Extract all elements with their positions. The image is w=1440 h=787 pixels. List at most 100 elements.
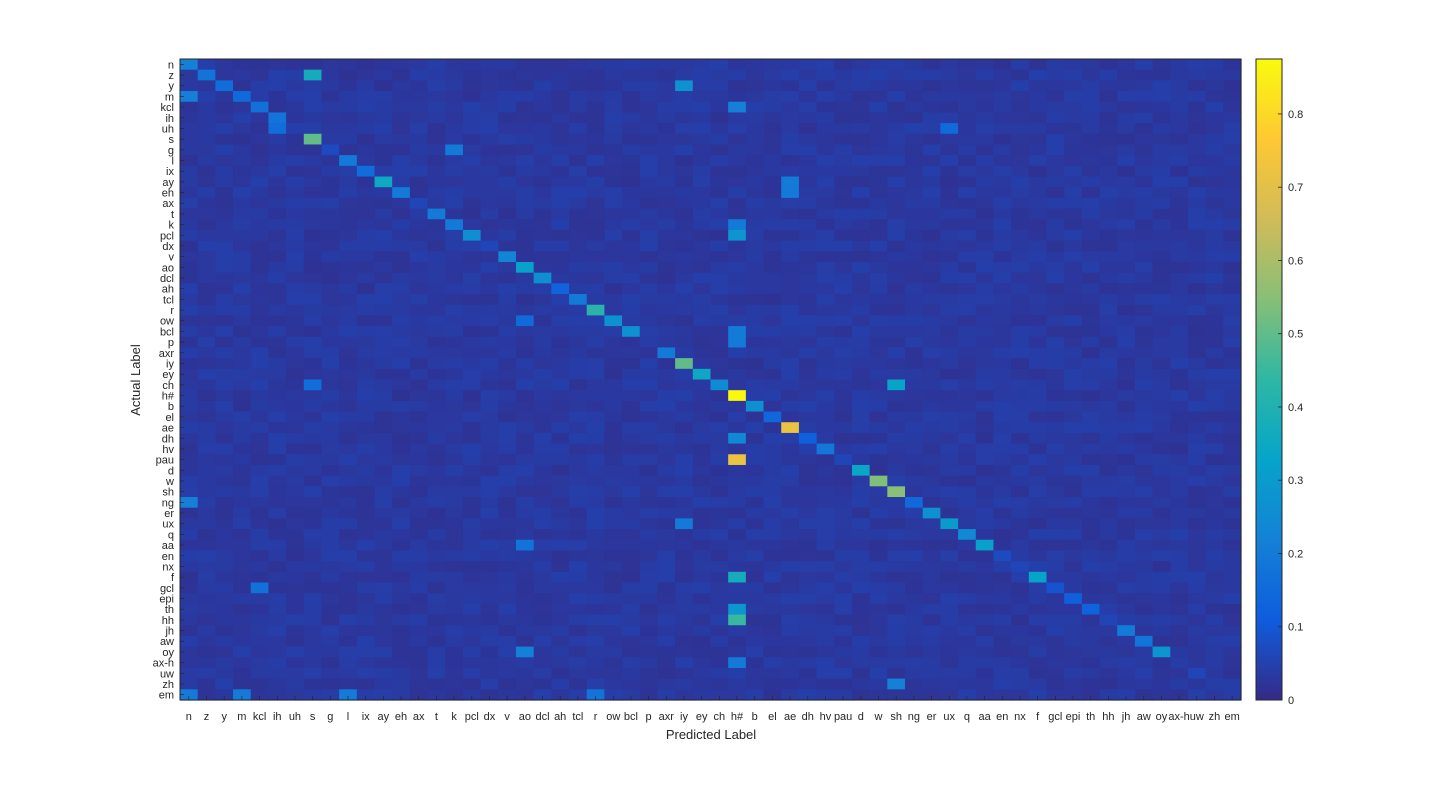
heatmap-cell	[321, 59, 340, 71]
heatmap-cell	[480, 59, 499, 71]
heatmap-cell	[798, 229, 818, 242]
heatmap-cell	[1170, 550, 1189, 562]
heatmap-cell	[356, 326, 376, 338]
heatmap-cell	[922, 390, 941, 402]
heatmap-cell	[1187, 133, 1207, 146]
heatmap-cell	[905, 197, 924, 210]
heatmap-cell	[905, 561, 924, 573]
heatmap-cell	[1187, 69, 1207, 81]
heatmap-cell	[816, 486, 835, 498]
heatmap-cell	[745, 518, 765, 530]
heatmap-cell	[215, 197, 234, 210]
heatmap-cell	[993, 315, 1012, 327]
heatmap-cell	[657, 411, 676, 423]
heatmap-cell	[887, 229, 906, 242]
heatmap-cell	[551, 101, 570, 114]
heatmap-cell	[657, 582, 676, 594]
heatmap-cell	[427, 219, 446, 231]
heatmap-cell	[834, 411, 853, 423]
heatmap-cell	[250, 454, 270, 466]
heatmap-cell	[1223, 475, 1242, 487]
heatmap-cell	[1152, 464, 1171, 477]
heatmap-cell	[692, 368, 712, 381]
heatmap-cell	[1028, 422, 1048, 434]
heatmap-cell	[250, 144, 270, 156]
heatmap-cell	[604, 379, 623, 391]
heatmap-cell	[480, 112, 499, 124]
heatmap-cell	[604, 123, 623, 135]
heatmap-cell	[445, 112, 464, 124]
y-tick-label: aw	[160, 636, 174, 648]
heatmap-cell	[1011, 123, 1030, 135]
heatmap-cell	[905, 261, 924, 274]
heatmap-cell	[268, 432, 287, 445]
heatmap-cell	[675, 667, 694, 680]
heatmap-cell	[180, 550, 199, 562]
heatmap-cell	[339, 379, 358, 391]
heatmap-cell	[798, 550, 818, 562]
heatmap-cell	[639, 251, 659, 263]
heatmap-cell	[1028, 646, 1048, 658]
heatmap-cell	[816, 326, 835, 338]
heatmap-cell	[462, 635, 482, 648]
heatmap-cell	[622, 165, 641, 178]
heatmap-cell	[975, 208, 995, 220]
heatmap-cell	[250, 315, 270, 327]
heatmap-cell	[1223, 464, 1242, 477]
heatmap-cell	[834, 294, 853, 306]
heatmap-cell	[1064, 368, 1083, 381]
heatmap-cell	[586, 304, 605, 316]
heatmap-cell	[1081, 614, 1101, 626]
heatmap-cell	[462, 368, 482, 381]
heatmap-cell	[1152, 176, 1171, 188]
heatmap-cell	[869, 411, 888, 423]
heatmap-cell	[710, 497, 729, 509]
heatmap-cell	[781, 112, 800, 124]
heatmap-cell	[392, 315, 411, 327]
heatmap-cell	[392, 304, 411, 316]
heatmap-cell	[286, 123, 305, 135]
heatmap-cell	[374, 486, 393, 498]
x-tick-label: m	[237, 711, 246, 723]
heatmap-cell	[798, 507, 818, 519]
heatmap-cell	[445, 283, 464, 295]
heatmap-cell	[515, 69, 535, 81]
heatmap-cell	[728, 197, 747, 210]
heatmap-cell	[569, 261, 588, 274]
heatmap-cell	[1152, 80, 1171, 92]
heatmap-cell	[657, 155, 676, 167]
x-tick-label: ih	[273, 711, 282, 723]
heatmap-cell	[233, 464, 252, 477]
heatmap-cell	[958, 411, 977, 423]
heatmap-cell	[657, 133, 676, 146]
heatmap-cell	[1064, 208, 1083, 220]
heatmap-cell	[303, 219, 323, 231]
heatmap-cell	[745, 144, 765, 156]
heatmap-cell	[409, 283, 429, 295]
heatmap-cell	[321, 689, 340, 701]
heatmap-cell	[569, 187, 588, 199]
heatmap-cell	[586, 91, 605, 103]
heatmap-cell	[462, 379, 482, 391]
heatmap-cell	[675, 582, 694, 594]
heatmap-cell	[1187, 251, 1207, 263]
heatmap-cell	[1170, 272, 1189, 284]
heatmap-cell	[462, 689, 482, 701]
heatmap-cell	[745, 667, 765, 680]
heatmap-cell	[657, 240, 676, 252]
heatmap-cell	[958, 187, 977, 199]
heatmap-cell	[1152, 272, 1171, 284]
heatmap-cell	[1081, 667, 1101, 680]
heatmap-cell	[392, 657, 411, 669]
heatmap-cell	[250, 219, 270, 231]
heatmap-cell	[480, 91, 499, 103]
heatmap-cell	[1205, 187, 1224, 199]
heatmap-cell	[533, 539, 552, 552]
heatmap-cell	[622, 197, 641, 210]
heatmap-cell	[657, 112, 676, 124]
heatmap-cell	[940, 272, 959, 284]
heatmap-cell	[180, 593, 199, 605]
heatmap-cell	[268, 550, 287, 562]
y-tick-label: d	[168, 465, 174, 477]
heatmap-cell	[1152, 582, 1171, 594]
